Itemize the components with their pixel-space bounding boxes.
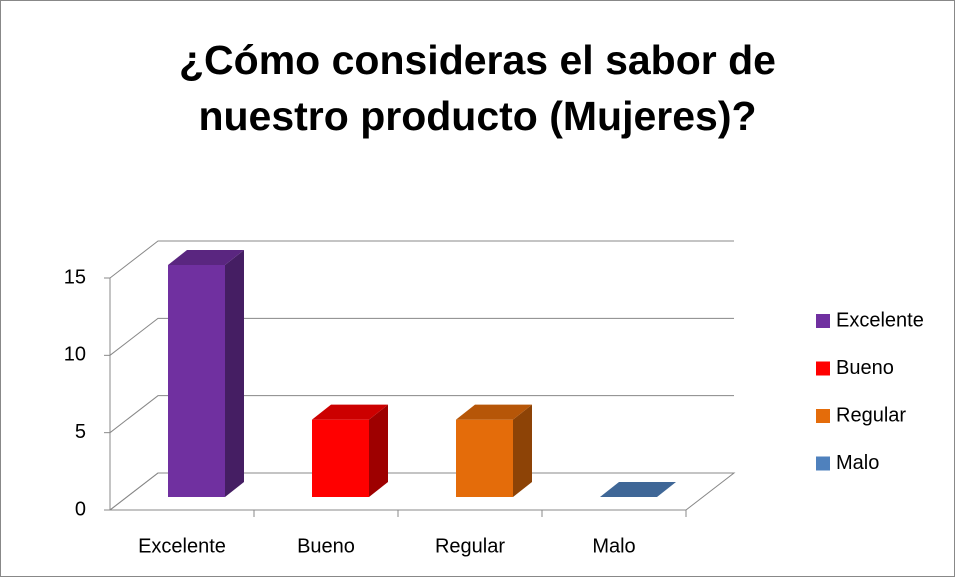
x-tick-label: Regular — [435, 535, 505, 557]
bar — [456, 419, 513, 497]
y-tick-label: 15 — [64, 266, 86, 288]
chart-title: ¿Cómo consideras el sabor de nuestro pro… — [179, 37, 776, 139]
legend-swatch — [816, 409, 830, 423]
bar-top — [168, 250, 244, 265]
legend-label: Regular — [836, 404, 906, 426]
y-tick-label: 0 — [75, 498, 86, 520]
legend-swatch — [816, 361, 830, 376]
x-tick-label: Malo — [592, 535, 635, 557]
legend-swatch — [816, 314, 830, 328]
grid-line — [109, 240, 734, 279]
x-tick-label: Bueno — [297, 535, 355, 557]
grid-line — [109, 317, 734, 356]
x-tick-label: Excelente — [138, 535, 226, 557]
y-tick-label: 5 — [75, 421, 86, 443]
bar-side — [369, 404, 388, 497]
legend-label: Malo — [836, 452, 879, 474]
legend-swatch — [816, 456, 830, 471]
legend-label: Bueno — [836, 357, 894, 379]
bar — [312, 419, 369, 497]
bar — [168, 265, 225, 497]
bar-top — [600, 482, 676, 497]
bar-side — [225, 250, 244, 497]
bar-top — [456, 404, 532, 420]
grid-line — [109, 472, 734, 511]
grid-line — [109, 395, 734, 434]
legend-label: Excelente — [836, 309, 924, 331]
y-tick-label: 10 — [64, 344, 86, 366]
bar-top — [312, 404, 388, 420]
bar-side — [513, 404, 532, 497]
